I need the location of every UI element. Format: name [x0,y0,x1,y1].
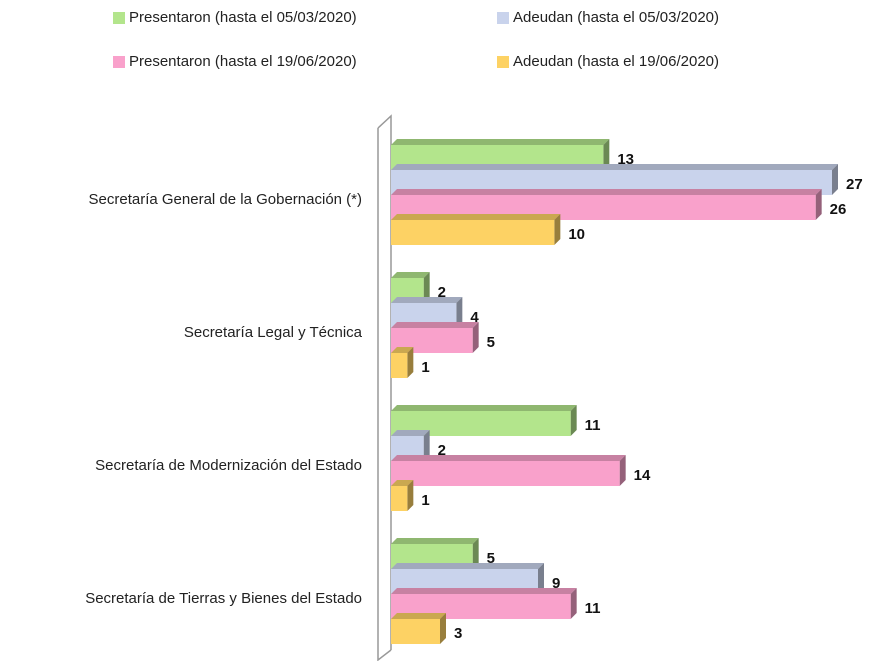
bar-top [391,189,822,195]
value-label: 11 [585,600,601,617]
bar-top [391,588,577,594]
bar [391,189,822,220]
bar-top [391,139,610,145]
bar [391,214,561,245]
legend-swatch [113,12,125,24]
bar-side [619,455,626,486]
bar-top [391,214,561,220]
bar-side [440,613,446,644]
legend-swatch [497,56,509,68]
bar-top [391,405,577,411]
value-label: 1 [421,492,429,509]
bar-top [391,613,446,619]
bar-side [423,430,430,461]
bar-side [815,189,822,220]
bar-side [423,272,430,303]
value-label: 27 [846,176,863,193]
value-label: 2 [438,442,446,459]
axis-wall [377,114,392,661]
legend-swatch [497,12,509,24]
value-label: 1 [421,359,429,376]
value-label: 3 [454,625,462,642]
value-label: 2 [438,284,446,301]
bar-top [391,455,626,461]
value-label: 14 [634,467,651,484]
category-label: Secretaría de Tierras y Bienes del Estad… [85,590,362,607]
bar-top [391,297,463,303]
bar [391,613,446,644]
value-label: 10 [568,226,585,243]
bar-side [472,538,479,569]
legend-label: Presentaron (hasta el 05/03/2020) [129,9,357,26]
value-label: 9 [552,575,560,592]
value-label: 5 [487,334,495,351]
bar-front [391,353,408,378]
bar-side [554,214,561,245]
bar-top [391,480,414,486]
legend-label: Adeudan (hasta el 05/03/2020) [513,9,719,26]
value-label: 26 [830,201,847,218]
bar-side [603,139,610,170]
bar-top [391,164,838,170]
bar [391,480,414,511]
bar-side [570,405,577,436]
category-label: Secretaría de Modernización del Estado [95,457,362,474]
legend-label: Adeudan (hasta el 19/06/2020) [513,53,719,70]
bar [391,455,626,486]
bar-front [391,220,555,245]
bar-side [570,588,577,619]
bar-top [391,272,430,278]
wall-front [377,128,392,661]
legend-swatch [113,56,125,68]
bar-top [391,430,430,436]
value-label: 13 [617,151,634,168]
bar-side [538,563,544,594]
bar-front [391,486,408,511]
value-label: 11 [585,417,601,434]
bar [391,347,414,378]
bar-front [391,461,620,486]
bar-side [832,164,838,195]
bar-top [391,538,479,544]
bar-front [391,619,440,644]
value-label: 4 [470,309,479,326]
wall-back [377,114,392,650]
bar-side [472,322,479,353]
legend-label: Presentaron (hasta el 19/06/2020) [129,53,357,70]
category-label: Secretaría General de la Gobernación (*) [89,191,362,208]
bar-top [391,322,479,328]
bar-side [407,480,414,511]
bar-top [391,563,544,569]
category-label: Secretaría Legal y Técnica [184,324,363,341]
bar-side [407,347,414,378]
bar-top [391,347,414,353]
value-label: 5 [487,550,495,567]
bar-side [456,297,463,328]
